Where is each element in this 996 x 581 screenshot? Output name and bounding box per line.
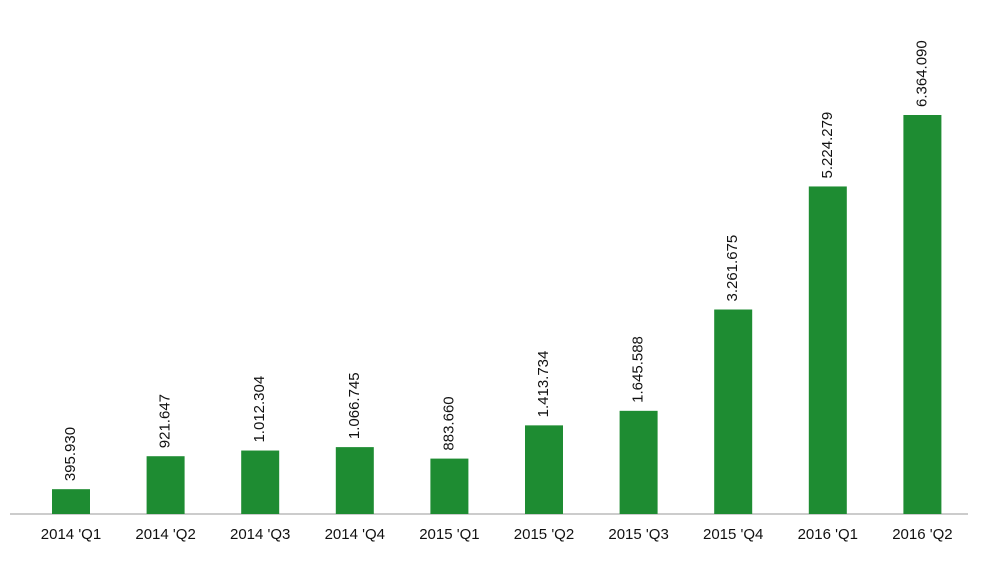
data-label: 1.012.304 bbox=[251, 376, 268, 443]
bar bbox=[335, 447, 374, 514]
data-label: 921.647 bbox=[157, 394, 174, 448]
bar bbox=[714, 309, 753, 514]
data-label: 395.930 bbox=[62, 427, 79, 481]
data-label: 1.413.734 bbox=[535, 351, 552, 418]
bar bbox=[430, 458, 469, 514]
x-tick-label: 2015 'Q4 bbox=[703, 526, 763, 543]
bar bbox=[619, 410, 658, 514]
x-tick-label: 2015 'Q1 bbox=[419, 526, 479, 543]
bar bbox=[525, 425, 563, 514]
x-tick-label: 2014 'Q1 bbox=[41, 526, 101, 543]
data-label: 5.224.279 bbox=[819, 112, 836, 179]
bar bbox=[146, 456, 185, 514]
data-label: 3.261.675 bbox=[724, 235, 741, 302]
x-tick-label: 2016 'Q1 bbox=[798, 526, 858, 543]
bar bbox=[241, 450, 280, 514]
x-tick-label: 2016 'Q2 bbox=[892, 526, 952, 543]
x-tick-label: 2014 'Q3 bbox=[230, 526, 290, 543]
x-tick-label: 2015 'Q3 bbox=[608, 526, 668, 543]
x-tick-label: 2014 'Q4 bbox=[325, 526, 385, 543]
data-label: 1.066.745 bbox=[346, 372, 363, 439]
bar bbox=[52, 489, 90, 514]
bar bbox=[808, 186, 847, 514]
bar bbox=[903, 115, 942, 514]
data-label: 1.645.588 bbox=[630, 336, 647, 403]
data-label: 6.364.090 bbox=[913, 40, 930, 107]
x-tick-label: 2015 'Q2 bbox=[514, 526, 574, 543]
x-tick-label: 2014 'Q2 bbox=[135, 526, 195, 543]
data-label: 883.660 bbox=[440, 396, 457, 450]
